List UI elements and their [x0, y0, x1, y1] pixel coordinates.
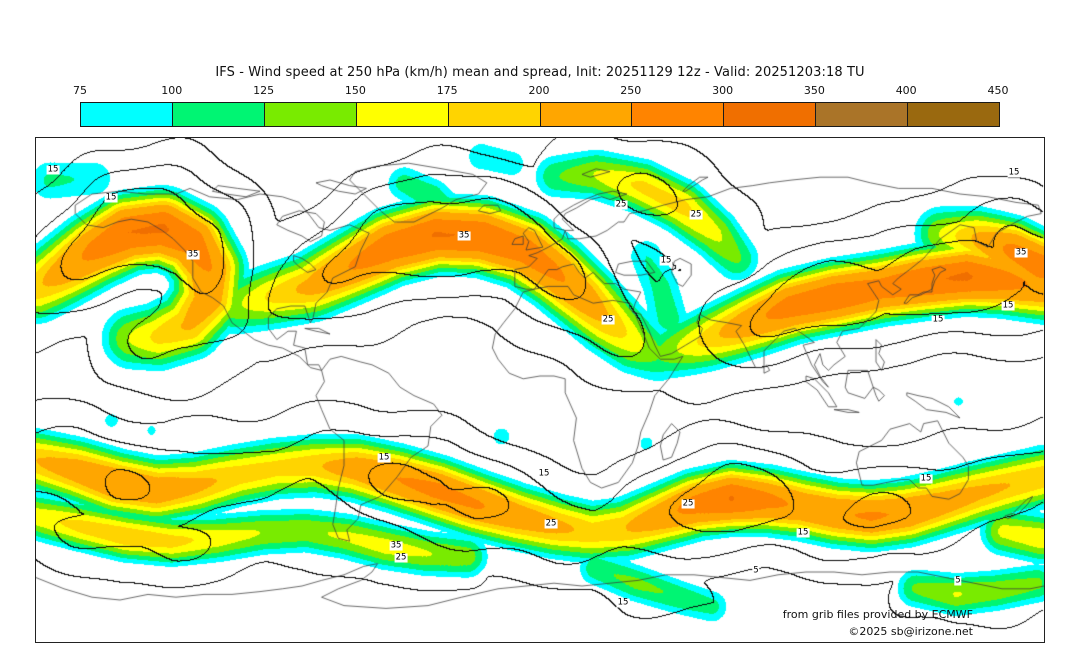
colorbar-segment [724, 103, 817, 126]
colorbar-segment [81, 103, 173, 126]
colorbar-tick: 250 [620, 84, 642, 97]
colorbar-tick: 400 [895, 84, 917, 97]
colorbar-tick: 175 [436, 84, 458, 97]
colorbar-tick: 450 [987, 84, 1009, 97]
colorbar-tick: 75 [73, 84, 87, 97]
colorbar-segment [632, 103, 725, 126]
colorbar-segment [172, 103, 265, 126]
world-wind-map-canvas [36, 138, 1044, 642]
colorbar-tick: 350 [803, 84, 825, 97]
colorbar-tick: 200 [528, 84, 550, 97]
figure-title: IFS - Wind speed at 250 hPa (km/h) mean … [215, 65, 865, 80]
colorbar-segment [816, 103, 909, 126]
colorbar-tick: 125 [253, 84, 275, 97]
colorbar-segment [540, 103, 633, 126]
colorbar-segment [908, 103, 1000, 126]
colorbar [80, 102, 1000, 127]
colorbar-segment [356, 103, 449, 126]
colorbar-tick: 300 [712, 84, 734, 97]
colorbar-tick: 150 [344, 84, 366, 97]
colorbar-segment [448, 103, 541, 126]
map-area: from grib files provided by ECMWF ©2025 … [35, 137, 1045, 643]
colorbar-tick: 100 [161, 84, 183, 97]
colorbar-segment [264, 103, 357, 126]
